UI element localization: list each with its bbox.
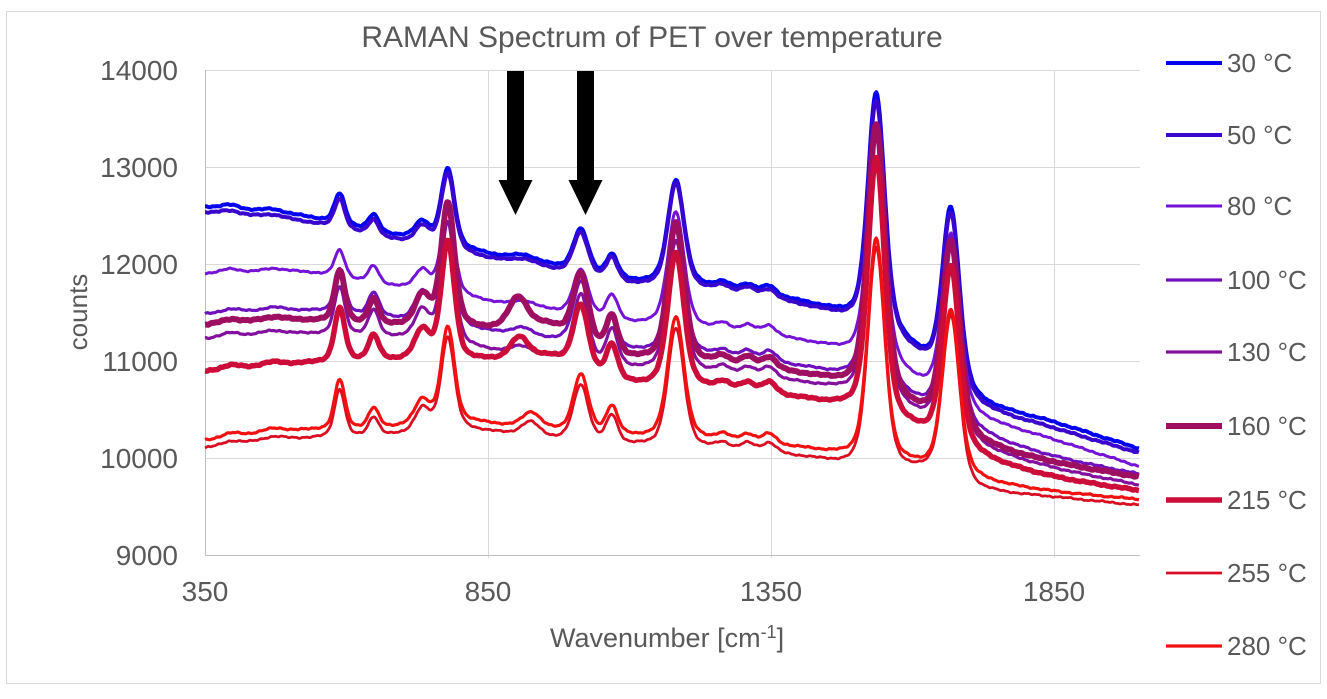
- svg-text:14000: 14000: [100, 55, 178, 86]
- svg-text:13000: 13000: [100, 152, 178, 183]
- svg-text:12000: 12000: [100, 249, 178, 280]
- svg-text:100 °C: 100 °C: [1227, 265, 1307, 295]
- svg-text:850: 850: [465, 576, 512, 607]
- svg-text:215 °C: 215 °C: [1227, 485, 1307, 515]
- svg-text:160 °C: 160 °C: [1227, 411, 1307, 441]
- svg-text:280 °C: 280 °C: [1227, 631, 1307, 661]
- svg-text:10000: 10000: [100, 443, 178, 474]
- svg-text:255 °C: 255 °C: [1227, 558, 1307, 588]
- svg-text:9000: 9000: [116, 540, 178, 571]
- svg-text:1850: 1850: [1023, 576, 1085, 607]
- svg-text:350: 350: [182, 576, 229, 607]
- svg-text:80 °C: 80 °C: [1227, 191, 1292, 221]
- svg-text:30 °C: 30 °C: [1227, 48, 1292, 78]
- svg-text:RAMAN Spectrum of PET over tem: RAMAN Spectrum of PET over temperature: [361, 21, 942, 54]
- svg-text:50 °C: 50 °C: [1227, 120, 1292, 150]
- svg-text:1350: 1350: [740, 576, 802, 607]
- svg-text:11000: 11000: [102, 346, 178, 377]
- svg-text:130 °C: 130 °C: [1227, 337, 1307, 367]
- svg-text:counts: counts: [63, 274, 93, 351]
- svg-text:Wavenumber [cm-1]: Wavenumber [cm-1]: [550, 622, 784, 653]
